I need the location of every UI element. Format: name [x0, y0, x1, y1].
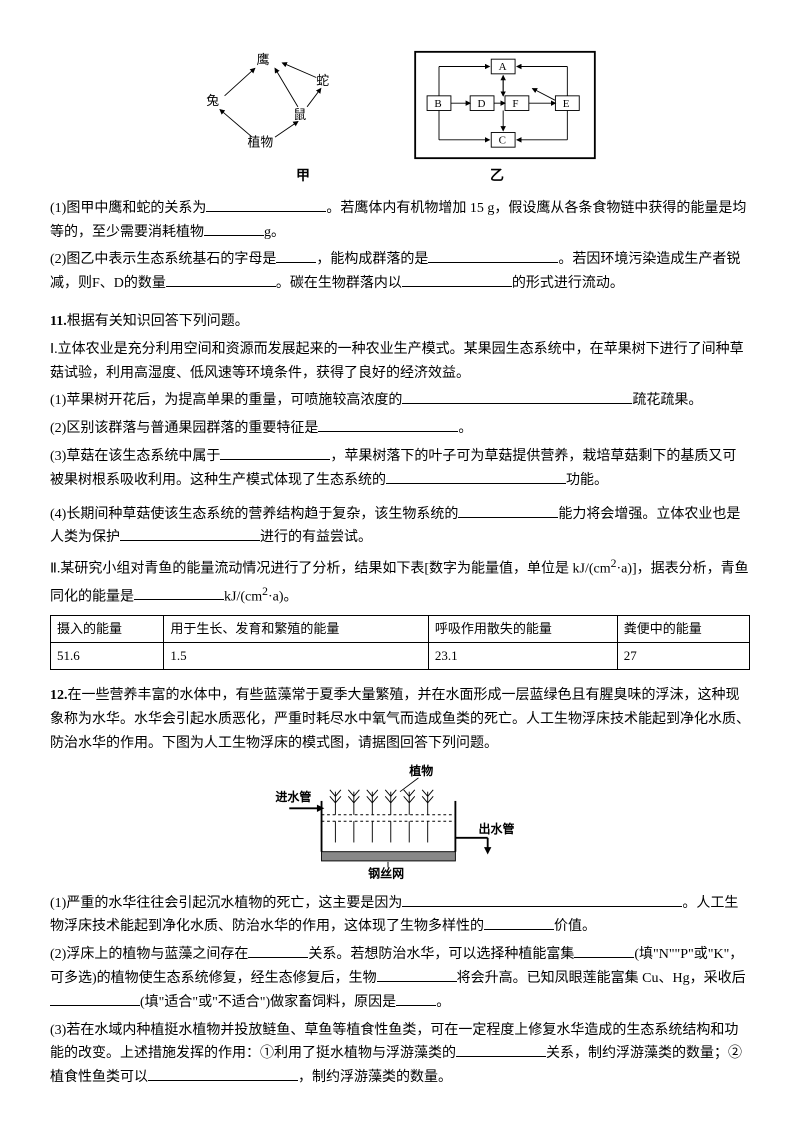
q11-1a: (1)苹果树开花后，为提高单果的重量，可喷施较高浓度的: [50, 393, 402, 408]
q12-2e: (填"适合"或"不适合")做家畜饲料，原因是: [140, 995, 396, 1010]
blank: [402, 892, 682, 907]
td-2: 23.1: [428, 643, 617, 670]
box-b: B: [434, 98, 441, 110]
float-bed-diagram: 植物 钢丝网 进水管: [270, 764, 530, 884]
q11-I: Ⅰ.立体农业是充分利用空间和资源而发展起来的一种农业生产模式。某果园生态系统中，…: [50, 338, 750, 386]
node-snake: 蛇: [316, 74, 329, 88]
q10-2b: ，能构成群落的是: [316, 252, 428, 267]
node-eagle: 鹰: [257, 52, 270, 67]
th-2: 呼吸作用散失的能量: [428, 616, 617, 643]
table-row: 51.6 1.5 23.1 27: [51, 643, 750, 670]
blank: [428, 248, 558, 263]
q11-2b: 。: [458, 421, 472, 436]
question-11: 11.根据有关知识回答下列问题。 Ⅰ.立体农业是充分利用空间和资源而发展起来的一…: [50, 310, 750, 670]
blank: [120, 526, 260, 541]
q11-head: 根据有关知识回答下列问题。: [67, 314, 249, 329]
td-1: 1.5: [164, 643, 428, 670]
q12-1a: (1)严重的水华往往会引起沉水植物的死亡，这主要是因为: [50, 896, 402, 911]
q12-3c: ，制约浮游藻类的数量。: [298, 1070, 452, 1085]
blank: [484, 915, 554, 930]
q12-2f: 。: [436, 995, 450, 1010]
blank: [402, 272, 512, 287]
diagram-captions: 甲 乙: [50, 165, 750, 189]
diagram-row: 鹰 蛇 兔 鼠 植物 A B D F E C: [50, 50, 750, 160]
q12-2a: (2)浮床上的植物与蓝藻之间存在: [50, 947, 248, 962]
q11-1b: 疏花疏果。: [632, 393, 702, 408]
blank: [166, 272, 276, 287]
box-a: A: [499, 61, 507, 73]
box-c: C: [499, 135, 506, 147]
q11-3c: 功能。: [566, 473, 608, 488]
table-header-row: 摄入的能量 用于生长、发育和繁殖的能量 呼吸作用散失的能量 粪便中的能量: [51, 616, 750, 643]
blank: [220, 445, 330, 460]
fig-plant: 植物: [408, 764, 433, 778]
q11-4a: (4)长期间种草菇使该生态系统的营养结构趋于复杂，该生物系统的: [50, 507, 458, 522]
fig-in: 进水管: [275, 789, 311, 804]
blank: [50, 991, 140, 1006]
blank: [574, 943, 634, 958]
blank: [134, 585, 224, 600]
blank: [206, 197, 326, 212]
box-f: F: [512, 98, 518, 110]
q11-IIc: kJ/(cm: [224, 589, 262, 604]
fig-mesh: 钢丝网: [368, 865, 404, 880]
q12-num: 12.: [50, 688, 68, 703]
q11-2a: (2)区别该群落与普通果园群落的重要特征是: [50, 421, 318, 436]
q11-3a: (3)草菇在该生态系统中属于: [50, 449, 220, 464]
q11-num: 11.: [50, 314, 67, 329]
node-mouse: 鼠: [293, 108, 306, 122]
th-1: 用于生长、发育和繁殖的能量: [164, 616, 428, 643]
blank: [248, 943, 308, 958]
q11-IId: ·a)。: [268, 589, 298, 604]
q11-IIa: Ⅱ.某研究小组对青鱼的能量流动情况进行了分析，结果如下表[数字为能量值，单位是 …: [50, 562, 611, 577]
caption-jia: 甲: [296, 165, 310, 189]
q12-intro: 在一些营养丰富的水体中，有些蓝藻常于夏季大量繁殖，并在水面形成一层蓝绿色且有腥臭…: [50, 688, 750, 751]
th-0: 摄入的能量: [51, 616, 164, 643]
td-3: 27: [617, 643, 749, 670]
blank: [377, 967, 457, 982]
box-d: D: [478, 98, 486, 110]
node-plant: 植物: [248, 135, 274, 149]
blank: [458, 503, 558, 518]
question-10: (1)图甲中鹰和蛇的关系为。若鹰体内有机物增加 15 g，假设鹰从各条食物链中获…: [50, 197, 750, 296]
question-12: 12.在一些营养丰富的水体中，有些蓝藻常于夏季大量繁殖，并在水面形成一层蓝绿色且…: [50, 684, 750, 1090]
node-rabbit: 兔: [206, 94, 219, 108]
blank: [204, 221, 264, 236]
blank: [276, 248, 316, 263]
th-3: 粪便中的能量: [617, 616, 749, 643]
blank: [396, 991, 436, 1006]
blank: [402, 389, 632, 404]
q11-4c: 进行的有益尝试。: [260, 530, 372, 545]
blank: [386, 469, 566, 484]
blank: [148, 1066, 298, 1081]
blank: [318, 417, 458, 432]
caption-yi: 乙: [490, 165, 504, 189]
q10-1c: g。: [264, 225, 285, 240]
q12-2d: 将会升高。已知凤眼莲能富集 Cu、Hg，采收后: [457, 971, 746, 986]
blank: [456, 1042, 546, 1057]
food-web-diagram: 鹰 蛇 兔 鼠 植物: [200, 50, 350, 160]
q10-2a: (2)图乙中表示生态系统基石的字母是: [50, 252, 276, 267]
td-0: 51.6: [51, 643, 164, 670]
q10-2e: 的形式进行流动。: [512, 276, 624, 291]
q10-1a: (1)图甲中鹰和蛇的关系为: [50, 201, 206, 216]
box-diagram: A B D F E C: [410, 50, 600, 160]
energy-table: 摄入的能量 用于生长、发育和繁殖的能量 呼吸作用散失的能量 粪便中的能量 51.…: [50, 615, 750, 670]
q12-2b: 关系。若想防治水华，可以选择种植能富集: [308, 947, 574, 962]
box-e: E: [563, 98, 570, 110]
q10-2d: 。碳在生物群落内以: [276, 276, 402, 291]
fig-out: 出水管: [478, 821, 514, 836]
q12-1c: 价值。: [554, 919, 596, 934]
